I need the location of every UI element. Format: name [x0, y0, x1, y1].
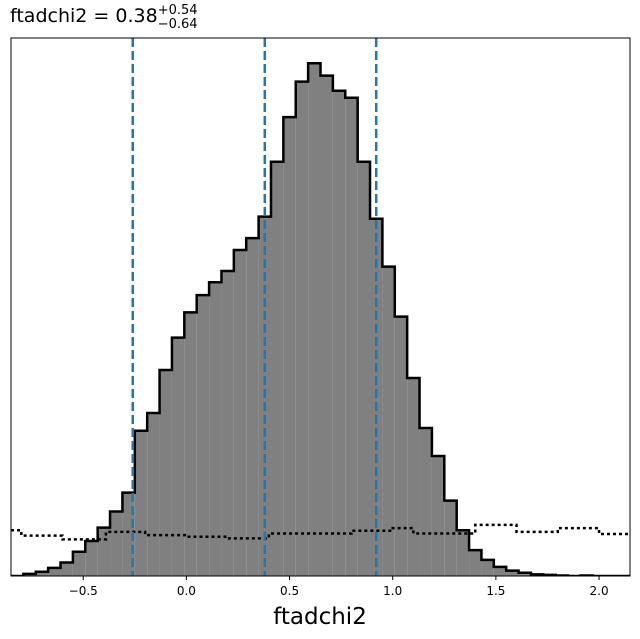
x-tick-label: −0.5 — [69, 584, 98, 598]
histogram-bar — [270, 161, 284, 576]
histogram-bar — [444, 500, 457, 576]
histogram-bar — [382, 266, 395, 576]
x-tick-label: 2.0 — [590, 584, 609, 598]
histogram-bar — [221, 270, 234, 576]
histogram-bar — [431, 456, 445, 576]
title-lower-error: −0.64 — [158, 17, 198, 32]
histogram-bar — [209, 282, 222, 576]
histogram-bar — [345, 97, 358, 576]
histogram-bar — [184, 312, 197, 576]
histogram-bar — [469, 550, 482, 576]
histogram-bar — [481, 559, 494, 576]
x-axis: −0.5 0.0 0.5 1.0 1.5 2.0 — [69, 576, 609, 598]
histogram-outline — [11, 62, 630, 576]
histogram-bar — [97, 527, 111, 576]
title-param: ftadchi2 — [10, 5, 87, 27]
title-upper-error: +0.54 — [158, 3, 198, 18]
histogram-bar — [506, 570, 519, 576]
x-tick-label: 0.5 — [280, 584, 299, 598]
histogram-bar — [419, 428, 432, 576]
histogram-bar — [246, 238, 259, 576]
histogram-bar — [308, 63, 321, 576]
x-tick-label: 1.5 — [486, 584, 505, 598]
histogram-bar — [394, 316, 408, 576]
histogram-bar — [72, 551, 86, 576]
histogram-bar — [134, 430, 148, 576]
x-tick-label: 0.0 — [177, 584, 196, 598]
histogram-bar — [295, 81, 309, 576]
histogram-bar — [48, 567, 61, 576]
histogram-bar — [283, 117, 296, 576]
histogram-bar — [233, 249, 247, 576]
histogram-bar — [110, 511, 123, 576]
histogram-bar — [171, 337, 185, 576]
histogram-bar — [493, 566, 507, 576]
plot-area — [10, 37, 631, 577]
x-axis-label: ftadchi2 — [273, 604, 367, 630]
histogram-bar — [35, 571, 49, 576]
histogram-bar — [320, 75, 333, 576]
histogram-bar — [407, 378, 420, 576]
histogram-bar — [147, 412, 160, 576]
prior-line — [11, 523, 630, 541]
plot-frame — [10, 37, 631, 577]
x-tick-label: 1.0 — [383, 584, 402, 598]
histogram-bar — [332, 90, 346, 576]
histogram-bar — [357, 161, 371, 576]
histogram-bar — [196, 295, 210, 576]
chart-title: ftadchi2 = 0.38+0.54 −0.64 — [10, 3, 198, 32]
histogram-bar — [60, 562, 73, 576]
title-equals: = — [87, 5, 115, 27]
histogram-bar — [85, 541, 98, 576]
title-median: 0.38 — [115, 5, 157, 27]
histogram-bar — [518, 572, 531, 576]
histogram-bar — [456, 530, 470, 576]
histogram-bar — [159, 369, 172, 576]
